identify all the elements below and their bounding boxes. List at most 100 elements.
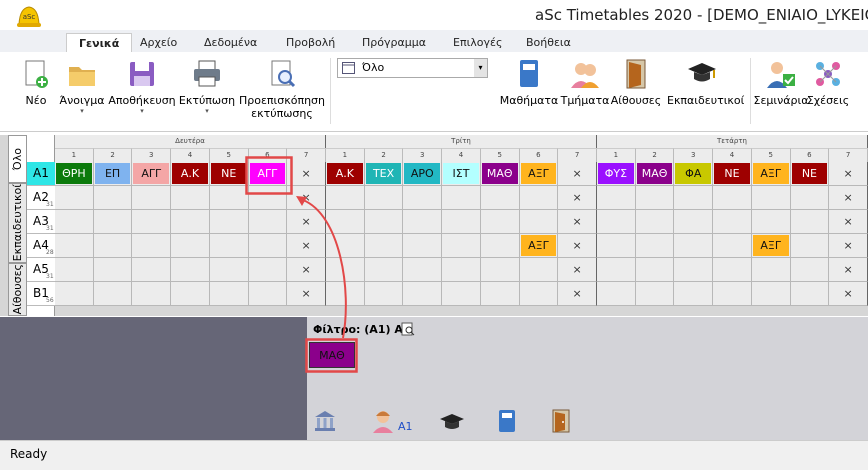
ribbon-button[interactable]: Άνοιγμα ▾ (47, 58, 117, 115)
timetable-cell[interactable] (93, 282, 133, 306)
timetable-cell[interactable] (442, 210, 481, 234)
lesson-card[interactable]: ΜΑΘ (309, 342, 355, 368)
lesson-card[interactable]: ΑΞΓ (752, 163, 789, 184)
timetable-cell[interactable]: ΘΡΗ (55, 162, 94, 186)
blocked-cell[interactable]: × (829, 282, 868, 306)
timetable-cell[interactable] (55, 282, 94, 306)
blocked-cell[interactable]: × (558, 282, 597, 306)
lesson-card[interactable]: ΦΑ (675, 163, 712, 184)
timetable-cell[interactable] (403, 258, 443, 282)
timetable-cell[interactable] (790, 258, 830, 282)
blocked-cell[interactable]: × (558, 210, 597, 234)
ribbon-button[interactable]: Τμήματα (550, 58, 620, 107)
timetable-cell[interactable] (403, 282, 443, 306)
timetable-cell[interactable] (790, 186, 830, 210)
timetable-cell[interactable] (326, 282, 365, 306)
class-icon[interactable] (371, 409, 395, 433)
timetable-cell[interactable] (674, 210, 714, 234)
timetable-cell[interactable]: Α.Κ (326, 162, 365, 186)
view-dropdown[interactable]: Όλο ▾ (337, 58, 488, 78)
ribbon-tab[interactable]: Βοήθεια (526, 36, 571, 49)
lesson-card[interactable]: Α.Κ (327, 163, 363, 184)
lesson-card[interactable]: ΝΕ (210, 163, 247, 184)
timetable-cell[interactable]: ΑΓΓ (248, 162, 288, 186)
timetable-cell[interactable] (790, 234, 830, 258)
timetable-cell[interactable] (171, 282, 210, 306)
timetable-cell[interactable] (403, 234, 443, 258)
ribbon-button[interactable]: Μαθήματα (494, 58, 564, 107)
timetable-cell[interactable] (790, 210, 830, 234)
timetable-cell[interactable] (597, 282, 636, 306)
timetable-cell[interactable] (326, 186, 365, 210)
timetable-cell[interactable] (751, 258, 791, 282)
timetable-cell[interactable] (519, 210, 559, 234)
timetable-cell[interactable] (248, 210, 288, 234)
lesson-card[interactable]: ΝΕ (791, 163, 828, 184)
timetable-cell[interactable] (364, 258, 404, 282)
timetable-cell[interactable] (326, 210, 365, 234)
timetable-cell[interactable] (635, 258, 675, 282)
timetable-cell[interactable]: ΝΕ (209, 162, 249, 186)
lesson-card[interactable]: ΑΓΓ (133, 163, 170, 184)
timetable-cell[interactable] (248, 234, 288, 258)
timetable-cell[interactable] (171, 234, 210, 258)
timetable-cell[interactable] (674, 186, 714, 210)
ribbon-tab[interactable]: Γενικά (66, 33, 133, 53)
timetable-cell[interactable] (132, 258, 172, 282)
timetable-cell[interactable] (132, 210, 172, 234)
ribbon-tab[interactable]: Αρχείο (140, 36, 178, 49)
timetable-cell[interactable] (597, 210, 636, 234)
timetable-cell[interactable] (55, 258, 94, 282)
lesson-card[interactable]: ΜΑΘ (481, 163, 518, 184)
side-tab[interactable]: Όλο (8, 135, 27, 183)
blocked-cell[interactable]: × (829, 234, 868, 258)
blocked-cell[interactable]: × (287, 282, 326, 306)
blocked-cell[interactable]: × (829, 210, 868, 234)
timetable-cell[interactable]: ΑΞΓ (519, 162, 559, 186)
timetable-cell[interactable] (480, 234, 520, 258)
lesson-card[interactable]: ΘΡΗ (56, 163, 92, 184)
timetable-cell[interactable]: ΑΞΓ (751, 234, 791, 258)
timetable-cell[interactable] (519, 258, 559, 282)
ribbon-button[interactable]: Νέο (1, 58, 71, 107)
lesson-card[interactable]: ΑΞΓ (520, 235, 557, 256)
timetable-cell[interactable] (790, 282, 830, 306)
timetable-cell[interactable]: ΦΥΣ (597, 162, 636, 186)
filter-icon[interactable] (401, 322, 415, 336)
blocked-cell[interactable]: × (558, 186, 597, 210)
timetable-cell[interactable]: ΑΡΟ (403, 162, 443, 186)
timetable-cell[interactable] (442, 234, 481, 258)
timetable-cell[interactable] (442, 186, 481, 210)
blocked-cell[interactable]: × (558, 258, 597, 282)
timetable-cell[interactable]: ΤΕΧ (364, 162, 404, 186)
lesson-card[interactable]: ΕΠ (94, 163, 131, 184)
ribbon-tab[interactable]: Δεδομένα (204, 36, 258, 49)
lesson-card[interactable]: ΦΥΣ (598, 163, 634, 184)
timetable-cell[interactable] (713, 258, 752, 282)
timetable-cell[interactable] (751, 210, 791, 234)
timetable-cell[interactable] (55, 186, 94, 210)
timetable-cell[interactable] (635, 210, 675, 234)
timetable-cell[interactable]: ΕΠ (93, 162, 133, 186)
timetable-cell[interactable] (480, 282, 520, 306)
timetable-cell[interactable] (442, 258, 481, 282)
timetable-cell[interactable] (519, 186, 559, 210)
timetable-cell[interactable] (171, 210, 210, 234)
timetable-cell[interactable] (209, 186, 249, 210)
teacher-icon[interactable] (439, 411, 465, 433)
ribbon-button[interactable]: Προεπισκόπηση εκτύπωσης (232, 58, 332, 120)
lesson-card[interactable]: ΜΑΘ (636, 163, 673, 184)
timetable-cell[interactable] (480, 258, 520, 282)
timetable-cell[interactable] (635, 234, 675, 258)
timetable-cell[interactable]: ΙΣΤ (442, 162, 481, 186)
timetable-cell[interactable]: ΜΑΘ (480, 162, 520, 186)
timetable-cell[interactable]: ΝΕ (713, 162, 752, 186)
timetable-cell[interactable] (751, 282, 791, 306)
timetable-cell[interactable] (326, 234, 365, 258)
timetable-cell[interactable] (364, 210, 404, 234)
timetable-cell[interactable] (713, 234, 752, 258)
timetable-cell[interactable]: ΝΕ (790, 162, 830, 186)
blocked-cell[interactable]: × (287, 186, 326, 210)
timetable-cell[interactable] (480, 210, 520, 234)
timetable-cell[interactable]: ΦΑ (674, 162, 714, 186)
